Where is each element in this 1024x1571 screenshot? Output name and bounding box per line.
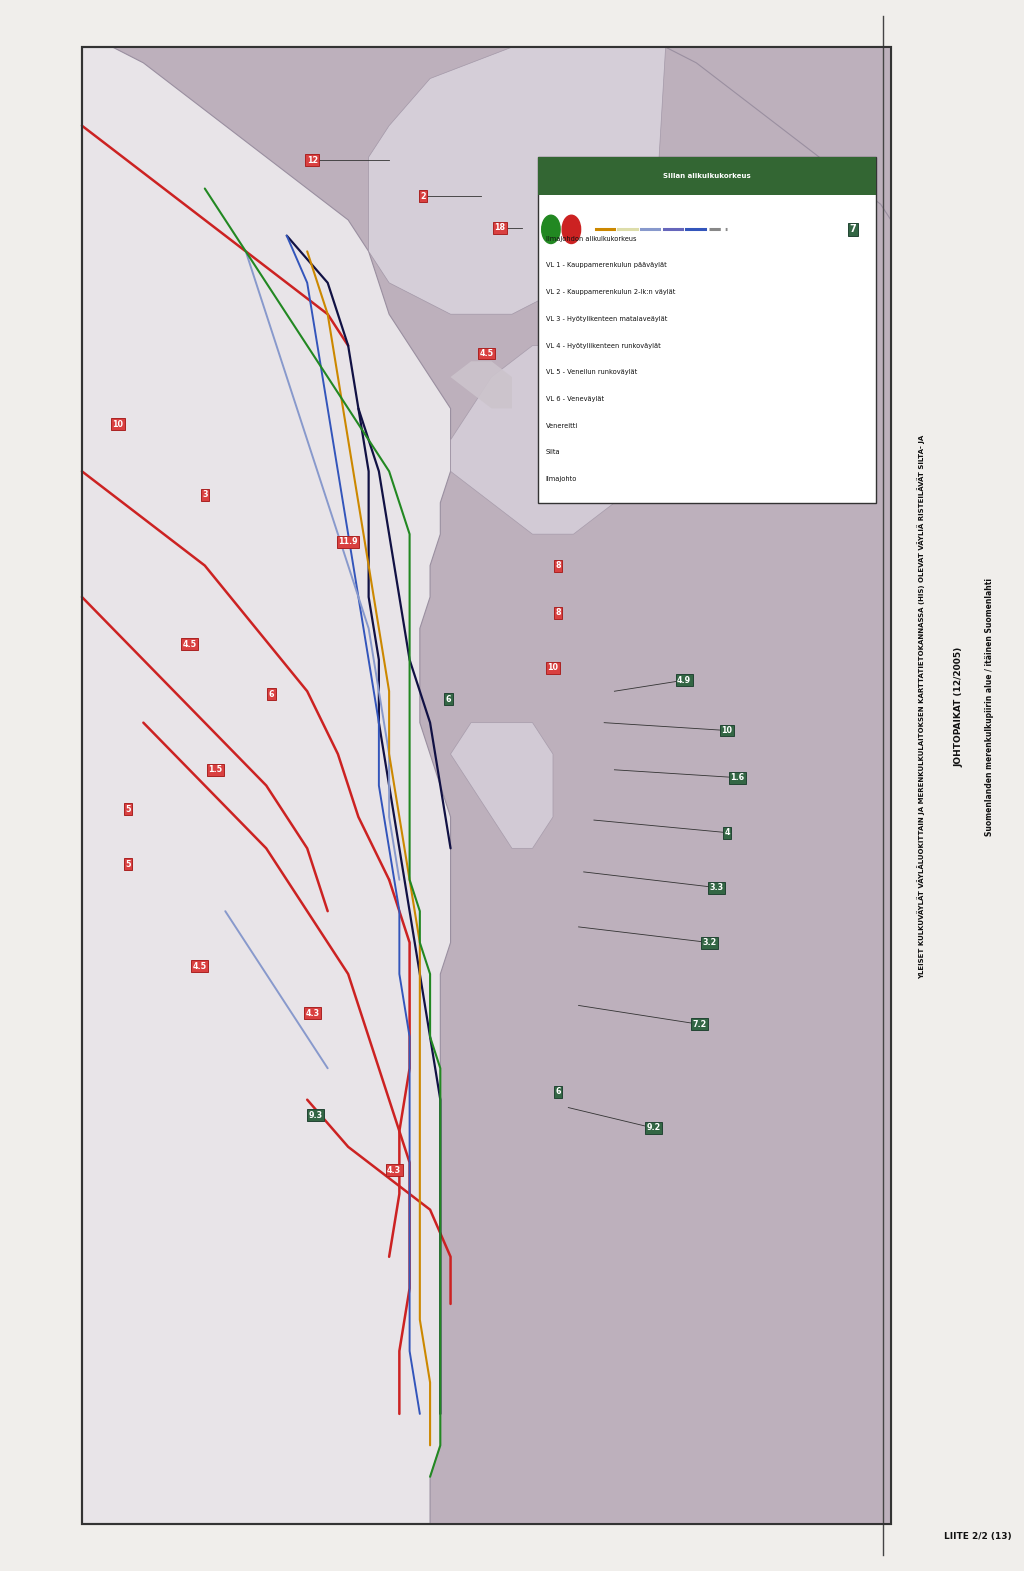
Text: 9.2: 9.2 — [646, 1123, 660, 1133]
Polygon shape — [82, 47, 891, 1524]
Text: 8: 8 — [555, 608, 561, 617]
Bar — [82, 47, 891, 1524]
Text: VL 4 - Hyötyliikenteen runkoväylät: VL 4 - Hyötyliikenteen runkoväylät — [546, 342, 660, 349]
Text: 6: 6 — [268, 690, 274, 699]
Text: 4.5: 4.5 — [193, 961, 207, 971]
Text: 10: 10 — [722, 726, 732, 735]
Bar — [538, 157, 876, 195]
Circle shape — [562, 215, 581, 244]
Text: VL 6 - Veneväylät: VL 6 - Veneväylät — [546, 396, 604, 402]
Bar — [82, 47, 891, 1524]
Text: 10: 10 — [113, 419, 123, 429]
Text: 2: 2 — [420, 192, 426, 201]
Text: Suomenlanden merenkulkupiirin alue / itäinen Suomenlahti: Suomenlanden merenkulkupiirin alue / itä… — [985, 578, 993, 836]
Text: 6: 6 — [555, 1087, 561, 1097]
Text: 4.9: 4.9 — [677, 676, 691, 685]
Bar — [538, 157, 876, 503]
Polygon shape — [369, 47, 666, 314]
Circle shape — [542, 215, 560, 244]
Text: 12: 12 — [307, 156, 317, 165]
Text: 1.6: 1.6 — [730, 773, 744, 782]
Text: 18: 18 — [495, 223, 505, 233]
Text: Ilmajohdon alikulkukorkeus: Ilmajohdon alikulkukorkeus — [546, 236, 636, 242]
Text: 3: 3 — [202, 490, 208, 500]
Polygon shape — [666, 47, 891, 220]
Text: 1.5: 1.5 — [208, 765, 222, 775]
Text: 5: 5 — [125, 804, 131, 814]
Text: 4: 4 — [724, 828, 730, 837]
Text: 3.2: 3.2 — [702, 938, 717, 947]
Text: 4.5: 4.5 — [479, 349, 494, 358]
Text: 9.3: 9.3 — [308, 1111, 323, 1120]
Polygon shape — [451, 346, 635, 534]
Text: Sillan alikulkukorkeus: Sillan alikulkukorkeus — [663, 173, 751, 179]
Text: 8: 8 — [555, 561, 561, 570]
Text: VL 2 - Kauppamerenkulun 2-lk:n väylät: VL 2 - Kauppamerenkulun 2-lk:n väylät — [546, 289, 675, 295]
Text: 7.2: 7.2 — [692, 1020, 707, 1029]
Text: VL 1 - Kauppamerenkulun pääväylät: VL 1 - Kauppamerenkulun pääväylät — [546, 262, 667, 269]
Text: 3.3: 3.3 — [710, 883, 724, 892]
Text: Ilmajohto: Ilmajohto — [546, 476, 578, 482]
Text: VL 3 - Hyötylikenteen matalaveäylät: VL 3 - Hyötylikenteen matalaveäylät — [546, 316, 668, 322]
Text: 5: 5 — [125, 859, 131, 869]
Text: 4.3: 4.3 — [387, 1166, 401, 1175]
Polygon shape — [451, 361, 512, 408]
Text: 4.5: 4.5 — [182, 639, 197, 649]
Text: 7: 7 — [763, 218, 769, 228]
Polygon shape — [451, 723, 553, 848]
Text: Venereitti: Venereitti — [546, 423, 578, 429]
Text: JOHTOPAIKAT (12/2005): JOHTOPAIKAT (12/2005) — [954, 647, 963, 767]
Text: 6: 6 — [445, 694, 452, 704]
Text: VL 5 - Veneilun runkoväylät: VL 5 - Veneilun runkoväylät — [546, 369, 637, 375]
Text: 4: 4 — [545, 467, 551, 476]
Text: LIITE 2/2 (13): LIITE 2/2 (13) — [944, 1532, 1012, 1541]
Text: Silta: Silta — [546, 449, 560, 456]
Text: 10: 10 — [548, 663, 558, 672]
Text: 7: 7 — [850, 225, 856, 234]
Text: 11.9: 11.9 — [338, 537, 358, 547]
Text: 4: 4 — [545, 396, 551, 405]
Text: YLEISET KULKUVÄYLÄT VÄYLÄLUOKITTAIN JA MERENKULKULAITOKSEN KARTTATIETOKANNASSA (: YLEISET KULKUVÄYLÄT VÄYLÄLUOKITTAIN JA M… — [918, 435, 926, 979]
Text: 4.3: 4.3 — [305, 1009, 319, 1018]
